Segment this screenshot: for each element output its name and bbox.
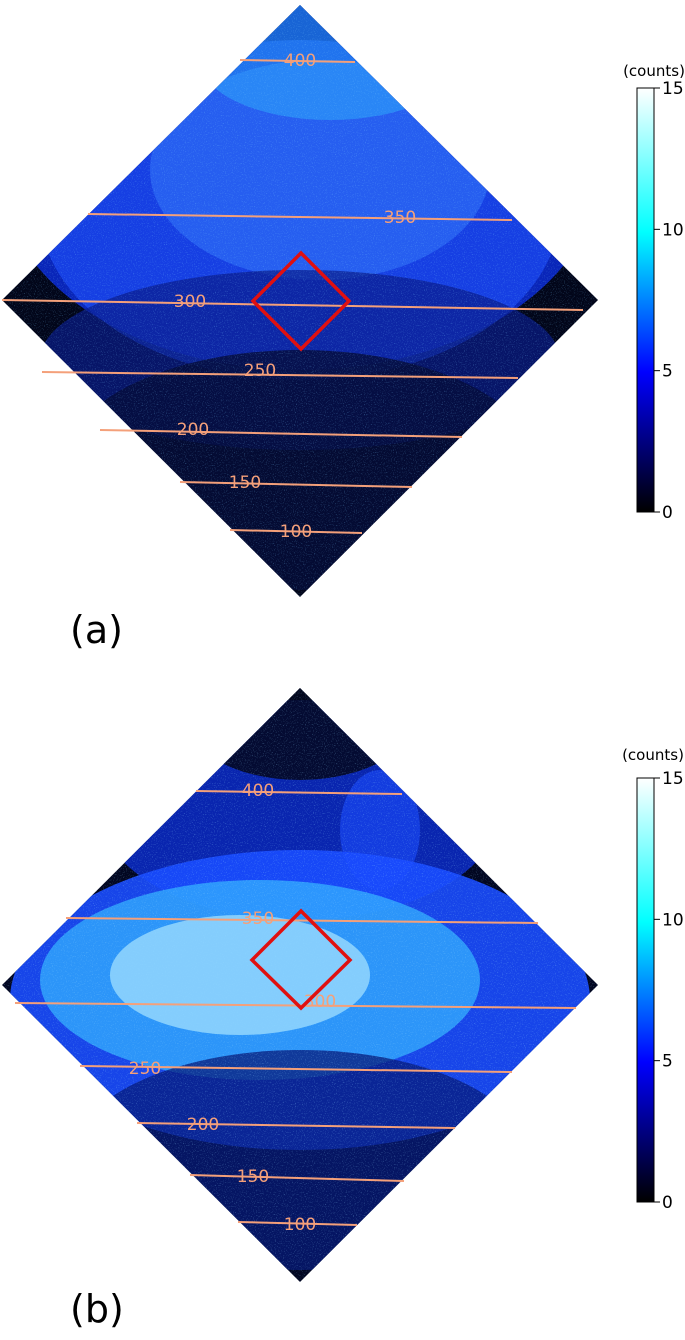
colorbar-tick-label-a-15: 15: [662, 79, 684, 99]
contour-label-a-200: 200: [177, 420, 209, 440]
contour-line-a-250: [41, 371, 519, 379]
heatmap-b: [2, 688, 598, 1282]
contour-line-a-100: [229, 529, 363, 534]
contours-a: 400 350 300 250 200 150 100: [1, 51, 584, 542]
colorbar-gradient-a: [636, 87, 655, 513]
panel-label-a: (a): [70, 608, 123, 652]
contour-line-a-300: [1, 299, 584, 311]
colorbar-label-a: (counts): [623, 62, 685, 80]
contour-line-b-350: [65, 917, 539, 924]
panel-label-b: (b): [70, 1287, 124, 1331]
contour-label-a-250: 250: [244, 361, 276, 381]
contour-line-b-300: [14, 1002, 577, 1009]
panel-a: 400 350 300 250 200 150 100 (counts) 15 10 5 0 (a…: [1, 5, 685, 652]
colorbar-a: (counts) 15 10 5 0: [623, 62, 685, 523]
colorbar-tick-label-b-5: 5: [662, 1052, 673, 1072]
contour-label-b-400: 400: [242, 781, 274, 801]
roi-diamond-a: [250, 250, 352, 352]
contour-line-b-200: [136, 1122, 456, 1129]
contour-line-b-100: [237, 1221, 358, 1226]
colorbar-tick-label-a-10: 10: [662, 220, 684, 240]
colorbar-tick-label-b-15: 15: [662, 769, 684, 789]
contour-label-a-400: 400: [284, 51, 316, 71]
colorbar-gradient-b: [636, 777, 655, 1203]
contour-line-b-250: [79, 1065, 513, 1073]
colorbar-tick-label-a-5: 5: [662, 362, 673, 382]
contour-label-b-150: 150: [237, 1167, 269, 1187]
contour-label-a-300: 300: [174, 292, 206, 312]
contour-label-a-100: 100: [280, 522, 312, 542]
contour-line-b-150: [189, 1174, 405, 1182]
contour-line-a-150: [179, 481, 413, 488]
colorbar-b: (counts) 15 10 5 0: [622, 746, 684, 1213]
contour-line-b-400: [195, 790, 403, 795]
colorbar-label-b: (counts): [622, 746, 684, 764]
contour-line-a-200: [99, 429, 463, 438]
heatmap-a: [2, 5, 598, 597]
contour-label-b-350: 350: [242, 909, 274, 929]
panel-a-svg: 400 350 300 250 200 150 100 (counts) 15 10 5 0 (a…: [1, 5, 685, 652]
roi-diamond-b: [249, 908, 353, 1011]
panel-b: 400 350 300 250 200 150 100 (counts) 15 10 5 0 (b…: [0, 670, 685, 1340]
contour-label-a-350: 350: [384, 208, 416, 228]
colorbar-tick-label-b-10: 10: [662, 910, 684, 930]
colorbar-tick-label-b-0: 0: [662, 1193, 673, 1213]
colorbar-tick-label-a-0: 0: [662, 503, 673, 523]
contour-label-b-200: 200: [187, 1115, 219, 1135]
contour-line-a-400: [239, 59, 356, 63]
contour-label-b-250: 250: [129, 1059, 161, 1079]
contour-line-a-350: [87, 213, 513, 221]
contour-label-a-150: 150: [229, 473, 261, 493]
contour-label-b-100: 100: [284, 1215, 316, 1235]
